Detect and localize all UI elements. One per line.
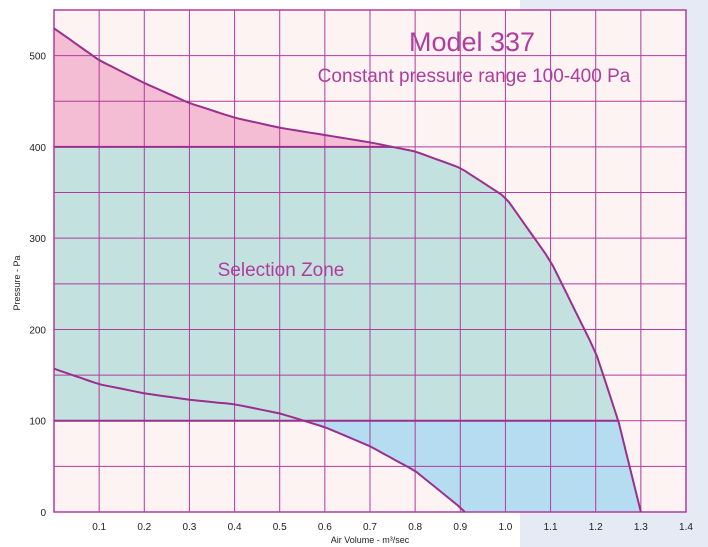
x-tick-label: 0.7	[363, 522, 377, 533]
y-tick-label: 400	[29, 143, 46, 154]
x-tick-label: 1.0	[498, 522, 512, 533]
y-tick-label: 0	[40, 508, 46, 519]
y-tick-label: 200	[29, 325, 46, 336]
fan-curve	[53, 27, 642, 513]
x-tick-label: 0.1	[92, 522, 106, 533]
selection-zone-label: Selection Zone	[218, 260, 345, 281]
chart-subtitle: Constant pressure range 100-400 Pa	[318, 66, 631, 87]
y-tick-label: 300	[29, 234, 46, 245]
chart-curves	[53, 27, 642, 513]
x-tick-label: 0.4	[228, 522, 242, 533]
chart-ticks: 0.1 0.2 0.3 0.4 0.5 0.6 0.7 0.8 0.9 1.0 1.1 1.2 1.3 1…	[29, 52, 693, 533]
chart-grid	[53, 9, 687, 513]
x-tick-label: 1.1	[544, 522, 558, 533]
x-tick-label: 0.8	[408, 522, 422, 533]
chart-title: Model 337	[409, 27, 535, 57]
x-tick-label: 0.9	[453, 522, 467, 533]
x-tick-label: 0.5	[273, 522, 287, 533]
x-tick-label: 0.6	[318, 522, 332, 533]
plot-frame	[53, 9, 687, 513]
upper-pressure-zone	[54, 28, 393, 147]
x-axis-label: Air Volume - m³/sec	[331, 535, 410, 545]
x-tick-label: 1.2	[589, 522, 603, 533]
y-tick-label: 500	[29, 52, 46, 63]
y-tick-label: 100	[29, 417, 46, 428]
x-tick-label: 0.2	[137, 522, 151, 533]
x-tick-label: 1.4	[679, 522, 693, 533]
selection-zone-lower	[54, 368, 304, 421]
system-curve	[53, 367, 466, 513]
x-tick-label: 1.3	[634, 522, 648, 533]
x-tick-label: 0.3	[182, 522, 196, 533]
y-axis-label: Pressure - Pa	[12, 255, 22, 310]
